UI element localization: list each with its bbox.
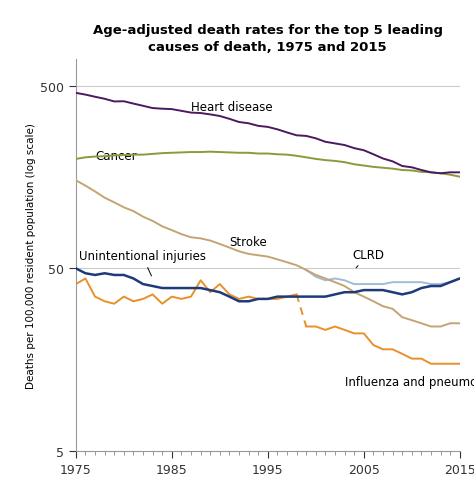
Text: Influenza and pneumonia: Influenza and pneumonia [345, 375, 474, 388]
Text: CLRD: CLRD [352, 248, 384, 269]
Text: Heart disease: Heart disease [191, 101, 273, 114]
Title: Age-adjusted death rates for the top 5 leading
causes of death, 1975 and 2015: Age-adjusted death rates for the top 5 l… [93, 24, 443, 54]
Y-axis label: Deaths per 100,000 resident population (log scale): Deaths per 100,000 resident population (… [26, 123, 36, 388]
Text: Stroke: Stroke [229, 235, 267, 248]
Text: Unintentional injuries: Unintentional injuries [79, 250, 206, 277]
Text: Cancer: Cancer [95, 149, 137, 162]
